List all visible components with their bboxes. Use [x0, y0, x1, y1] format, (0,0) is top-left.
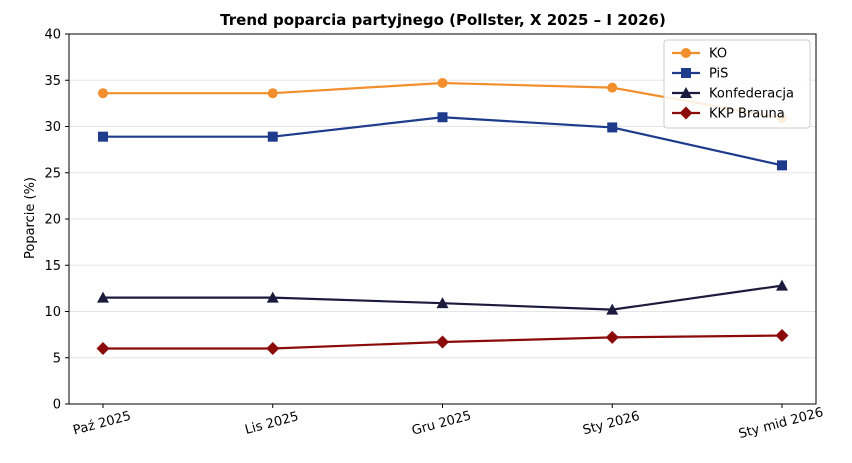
- x-tick-label: Paź 2025: [72, 409, 133, 439]
- x-tick-label: Sty mid 2026: [737, 405, 825, 442]
- legend-item: Konfederacja: [672, 87, 794, 102]
- point-marker: [437, 78, 448, 89]
- series-konfederacja: [97, 279, 788, 315]
- point-marker: [607, 122, 618, 133]
- y-tick-label: 40: [44, 28, 61, 43]
- point-marker: [98, 131, 108, 142]
- point-marker: [437, 112, 448, 123]
- x-tick-label: Lis 2025: [243, 409, 300, 438]
- point-marker: [96, 342, 110, 355]
- x-tick-label: Gru 2025: [410, 408, 473, 438]
- y-tick-label: 30: [44, 120, 61, 135]
- point-marker: [97, 291, 109, 303]
- point-marker: [267, 88, 278, 99]
- point-marker: [777, 160, 787, 171]
- y-tick-label: 15: [44, 259, 61, 274]
- point-marker: [266, 291, 279, 303]
- y-tick-label: 10: [44, 305, 61, 320]
- y-tick-label: 20: [44, 213, 61, 228]
- point-marker: [775, 329, 789, 343]
- y-axis-label: Poparcie (%): [23, 177, 38, 259]
- point-marker: [606, 303, 619, 315]
- chart-title: Trend poparcia partyjnego (Pollster, X 2…: [220, 11, 666, 29]
- point-marker: [679, 106, 693, 120]
- legend-label: KO: [709, 47, 727, 62]
- y-tick-label: 0: [53, 398, 61, 413]
- point-marker: [605, 330, 619, 344]
- point-marker: [681, 48, 691, 58]
- series-pis: [98, 112, 787, 171]
- series-kkp-brauna: [96, 329, 789, 355]
- y-tick-label: 5: [53, 351, 61, 366]
- legend-box: [663, 39, 811, 129]
- x-axis-ticks: Paź 2025 Lis 2025 Gru 2025 Sty 2026 Sty mid …: [72, 404, 825, 442]
- point-marker: [680, 87, 692, 98]
- point-marker: [436, 335, 449, 349]
- point-marker: [98, 88, 108, 99]
- legend-item: PiS: [672, 67, 728, 82]
- legend: KO PiS Konfederacja KKP Brauna: [663, 39, 811, 129]
- point-marker: [776, 279, 788, 291]
- legend-label: PiS: [709, 67, 728, 82]
- y-tick-label: 25: [44, 166, 61, 181]
- y-tick-label: 35: [44, 74, 61, 89]
- point-marker: [681, 68, 691, 78]
- legend-item: KO: [672, 47, 727, 62]
- legend-item: KKP Brauna: [672, 106, 785, 122]
- x-tick-label: Sty 2026: [581, 409, 641, 439]
- point-marker: [436, 297, 449, 309]
- point-marker: [607, 82, 618, 93]
- legend-label: Konfederacja: [709, 87, 794, 102]
- legend-label: KKP Brauna: [709, 107, 785, 122]
- point-marker: [267, 131, 278, 142]
- y-axis-ticks: 0 5 10 15 20 25 30 35 40: [44, 28, 69, 413]
- point-marker: [266, 342, 280, 355]
